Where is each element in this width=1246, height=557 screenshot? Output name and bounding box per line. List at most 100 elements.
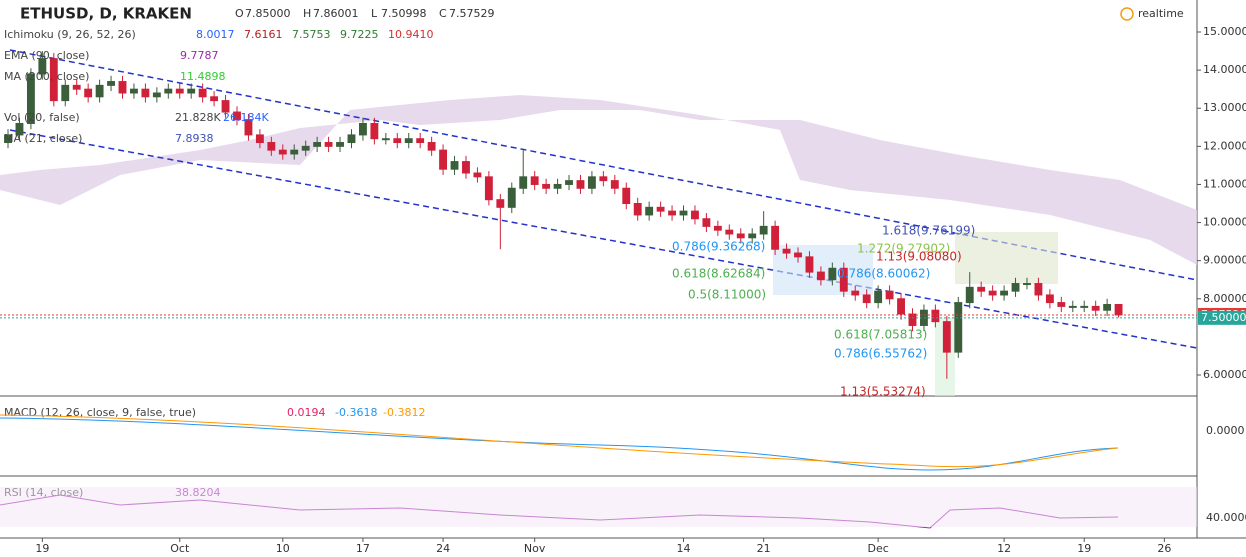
status-icon [1120,7,1134,21]
indicator-name: EMA (90, close) [4,49,89,62]
ohlc-value: H [303,7,311,20]
rsi-band [0,487,1197,527]
fib-box [955,232,1058,284]
candle-body [164,88,173,94]
candle-body [462,161,470,174]
indicator-value: 7.8938 [175,132,214,145]
candle-body [816,271,825,281]
candle-body [210,96,219,102]
candle-body [931,309,940,323]
fib-label: 0.618(7.05813) [834,328,927,342]
indicator-value: 7.5753 [292,28,331,41]
y-tick-label: 13.00000 [1203,101,1246,114]
indicator-value: 26.184K [223,111,269,124]
candle-body [336,142,344,147]
plot [4,51,1123,379]
candle-body [290,149,299,155]
candle-body [988,290,997,296]
candle-body [839,267,848,292]
x-tick-label: 17 [356,542,370,555]
fib-label: 0.786(9.36268) [672,240,765,254]
candle-body [507,187,516,208]
candle-body [622,187,631,205]
candle-body [874,290,883,304]
candle-body [107,81,115,86]
candle-body [1034,283,1043,296]
y-tick-label: 12.00000 [1203,139,1246,152]
rsi-axis-label: 40.0000 [1206,511,1246,524]
candle-body [26,73,35,124]
candle-body [530,176,539,185]
candle-body [175,88,184,94]
candle-body [84,88,93,98]
candle-body [473,172,482,178]
candle-body [1080,305,1089,308]
candle-body [118,81,127,94]
indicator-value: 7.6161 [244,28,283,41]
candle-body [130,88,138,94]
candle-body [885,290,894,300]
candle-body [805,256,814,273]
candle-body [255,134,264,144]
candle-body [794,252,802,258]
candle-body [61,84,70,102]
candle-body [393,138,402,144]
x-tick-label: 10 [276,542,290,555]
fib-label: 0.786(8.60062) [837,267,930,281]
candle-body [416,138,425,144]
candle-body [484,176,493,201]
candle-body [725,229,734,235]
candle-body [1068,305,1077,308]
candle-body [851,290,860,296]
indicator-name: MACD (12, 26, close, 9, false, true) [4,406,196,419]
candle-body [1057,302,1066,307]
candle-body [771,225,780,250]
indicator-value: -0.3812 [383,406,425,419]
candle-body [679,210,688,216]
candle-body [1091,305,1100,311]
x-tick-label: Nov [524,542,546,555]
symbol: ETHUSD, D, KRAKEN [20,5,192,23]
x-tick-label: 24 [436,542,450,555]
fib-label: 1.272(9.27902) [857,242,950,256]
candle-body [565,180,573,185]
trend-line [9,129,1198,349]
candle-body [897,298,905,315]
candle-body [1000,290,1009,296]
candle-body [977,286,986,292]
candle-body [713,225,722,231]
x-tick-label: Oct [170,542,190,555]
candle-body [702,218,711,227]
ohlc-value: 7.85000 [245,7,291,20]
candle-body [324,142,333,147]
fib-label: 0.5(8.11000) [688,288,766,302]
y-tick-label: 6.00000 [1203,368,1246,381]
indicator-value: 9.7225 [340,28,379,41]
candle-body [908,313,917,326]
candle-body [347,134,356,144]
candle-body [587,176,596,189]
candle-body [553,183,562,189]
candle-body [49,58,58,102]
candle-body [233,111,241,121]
y-tick-label: 15.00000 [1203,25,1246,38]
candle-body [599,176,608,182]
candle-body [668,210,676,216]
x-tick-label: 21 [757,542,771,555]
ichimoku-cloud [0,95,1197,265]
candle-body [450,161,459,170]
macd-axis-label: 0.0000 [1206,424,1245,437]
candle-body [404,138,413,144]
x-tick-label: Dec [867,542,888,555]
candle-body [313,142,322,147]
candle-body [221,100,230,113]
candle-body [1103,303,1112,311]
ohlc-value: O [235,7,244,20]
candle-body [645,206,654,216]
candle-body [759,225,768,235]
ohlc-value: C [439,7,447,20]
fib-label: 1.618(9.76199) [882,224,975,238]
candle-body [519,176,528,189]
trend-line [9,49,1198,281]
